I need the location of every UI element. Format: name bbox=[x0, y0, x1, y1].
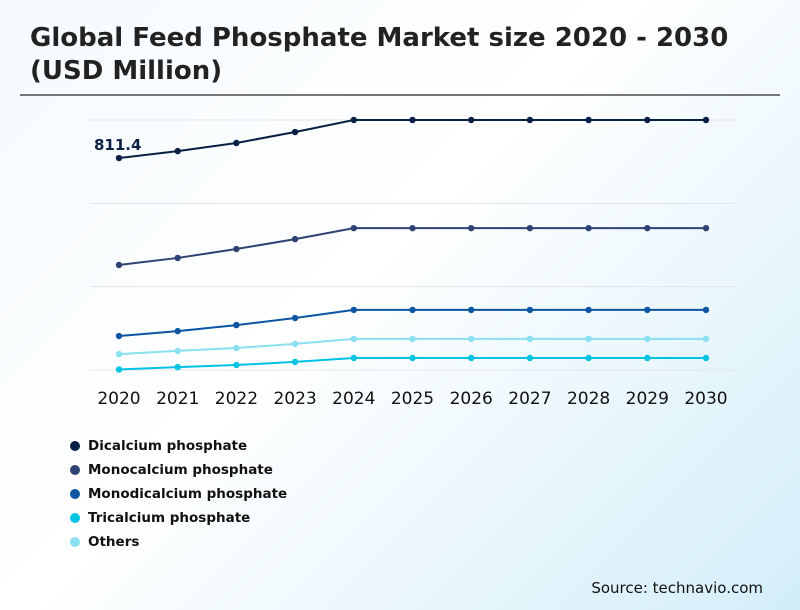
data-point bbox=[291, 340, 299, 348]
data-point bbox=[526, 306, 534, 314]
data-point bbox=[233, 139, 240, 147]
data-point bbox=[350, 224, 357, 232]
data-label: 811.4 bbox=[94, 136, 141, 154]
data-point bbox=[350, 306, 357, 314]
data-point bbox=[526, 224, 534, 232]
data-point bbox=[644, 224, 651, 232]
data-point bbox=[585, 116, 592, 124]
data-point bbox=[115, 350, 123, 358]
x-tick-label: 2023 bbox=[273, 389, 316, 409]
data-point bbox=[468, 354, 475, 362]
legend-label: Dicalcium phosphate bbox=[88, 438, 248, 454]
data-point bbox=[526, 116, 534, 124]
legend-item: Monocalcium phosphate bbox=[70, 458, 287, 482]
data-point bbox=[233, 245, 240, 253]
data-point bbox=[468, 116, 475, 124]
data-point bbox=[702, 116, 710, 124]
data-point bbox=[115, 261, 123, 269]
data-point bbox=[468, 335, 475, 343]
data-point bbox=[644, 116, 651, 124]
legend-label: Monodicalcium phosphate bbox=[88, 486, 288, 502]
data-point bbox=[702, 306, 710, 314]
line-chart: 2020 2021 2022 2023 2024 2025 2026 2027 2028 2029… bbox=[90, 116, 736, 409]
data-point bbox=[291, 235, 299, 243]
data-point bbox=[115, 366, 123, 373]
data-point bbox=[644, 335, 651, 343]
x-tick-label: 2027 bbox=[508, 389, 551, 409]
data-point bbox=[350, 335, 357, 343]
data-point bbox=[174, 254, 181, 262]
source-note: Source: technavio.com bbox=[591, 579, 763, 597]
legend-item: Dicalcium phosphate bbox=[70, 434, 287, 458]
data-point bbox=[526, 354, 534, 362]
legend-item: Tricalcium phosphate bbox=[70, 506, 287, 530]
data-point bbox=[468, 306, 475, 314]
data-point bbox=[585, 354, 592, 362]
data-point bbox=[585, 306, 592, 314]
data-point bbox=[702, 224, 710, 232]
data-point bbox=[233, 321, 240, 329]
x-tick-label: 2025 bbox=[391, 389, 434, 409]
legend-marker bbox=[70, 513, 80, 523]
legend-label: Others bbox=[88, 534, 140, 550]
data-point bbox=[644, 354, 651, 362]
data-point bbox=[291, 358, 299, 366]
chart-title: Global Feed Phosphate Market size 2020 -… bbox=[30, 23, 729, 86]
data-point bbox=[409, 354, 416, 362]
x-tick-label: 2021 bbox=[156, 389, 199, 409]
legend-marker bbox=[70, 441, 80, 451]
data-point bbox=[409, 116, 416, 124]
data-point bbox=[174, 363, 181, 371]
series-line bbox=[118, 308, 706, 338]
data-point bbox=[468, 224, 475, 232]
series-line bbox=[118, 227, 706, 266]
legend: Dicalcium phosphate Monocalcium phosphate… bbox=[70, 434, 287, 554]
x-tick-label: 2029 bbox=[626, 389, 669, 409]
x-tick-label: 2024 bbox=[332, 389, 375, 409]
title-divider bbox=[20, 94, 780, 96]
data-point bbox=[409, 224, 416, 232]
data-point bbox=[702, 335, 710, 343]
legend-item: Monodicalcium phosphate bbox=[70, 482, 287, 506]
data-point bbox=[291, 314, 299, 322]
data-point bbox=[644, 306, 651, 314]
data-point bbox=[115, 154, 123, 162]
legend-item: Others bbox=[70, 530, 287, 554]
x-tick-label: 2030 bbox=[684, 389, 727, 409]
data-point bbox=[115, 332, 123, 340]
data-point bbox=[174, 147, 181, 155]
legend-label: Tricalcium phosphate bbox=[88, 510, 251, 526]
data-point bbox=[526, 335, 534, 343]
data-point bbox=[409, 306, 416, 314]
data-point bbox=[174, 347, 181, 355]
legend-label: Monocalcium phosphate bbox=[88, 462, 273, 478]
x-tick-label: 2022 bbox=[215, 389, 258, 409]
legend-marker bbox=[70, 489, 80, 499]
data-point bbox=[585, 224, 592, 232]
data-point bbox=[174, 327, 181, 335]
data-point bbox=[409, 335, 416, 343]
data-point bbox=[350, 354, 357, 362]
legend-marker bbox=[70, 537, 80, 547]
data-point bbox=[702, 354, 710, 362]
x-tick-label: 2026 bbox=[450, 389, 493, 409]
data-point bbox=[350, 116, 357, 124]
series-line bbox=[118, 119, 706, 160]
data-point bbox=[291, 128, 299, 136]
legend-marker bbox=[70, 465, 80, 475]
data-point bbox=[585, 335, 592, 343]
data-point bbox=[233, 344, 240, 352]
x-tick-label: 2028 bbox=[567, 389, 610, 409]
data-point bbox=[233, 361, 240, 369]
x-tick-label: 2020 bbox=[97, 389, 140, 409]
